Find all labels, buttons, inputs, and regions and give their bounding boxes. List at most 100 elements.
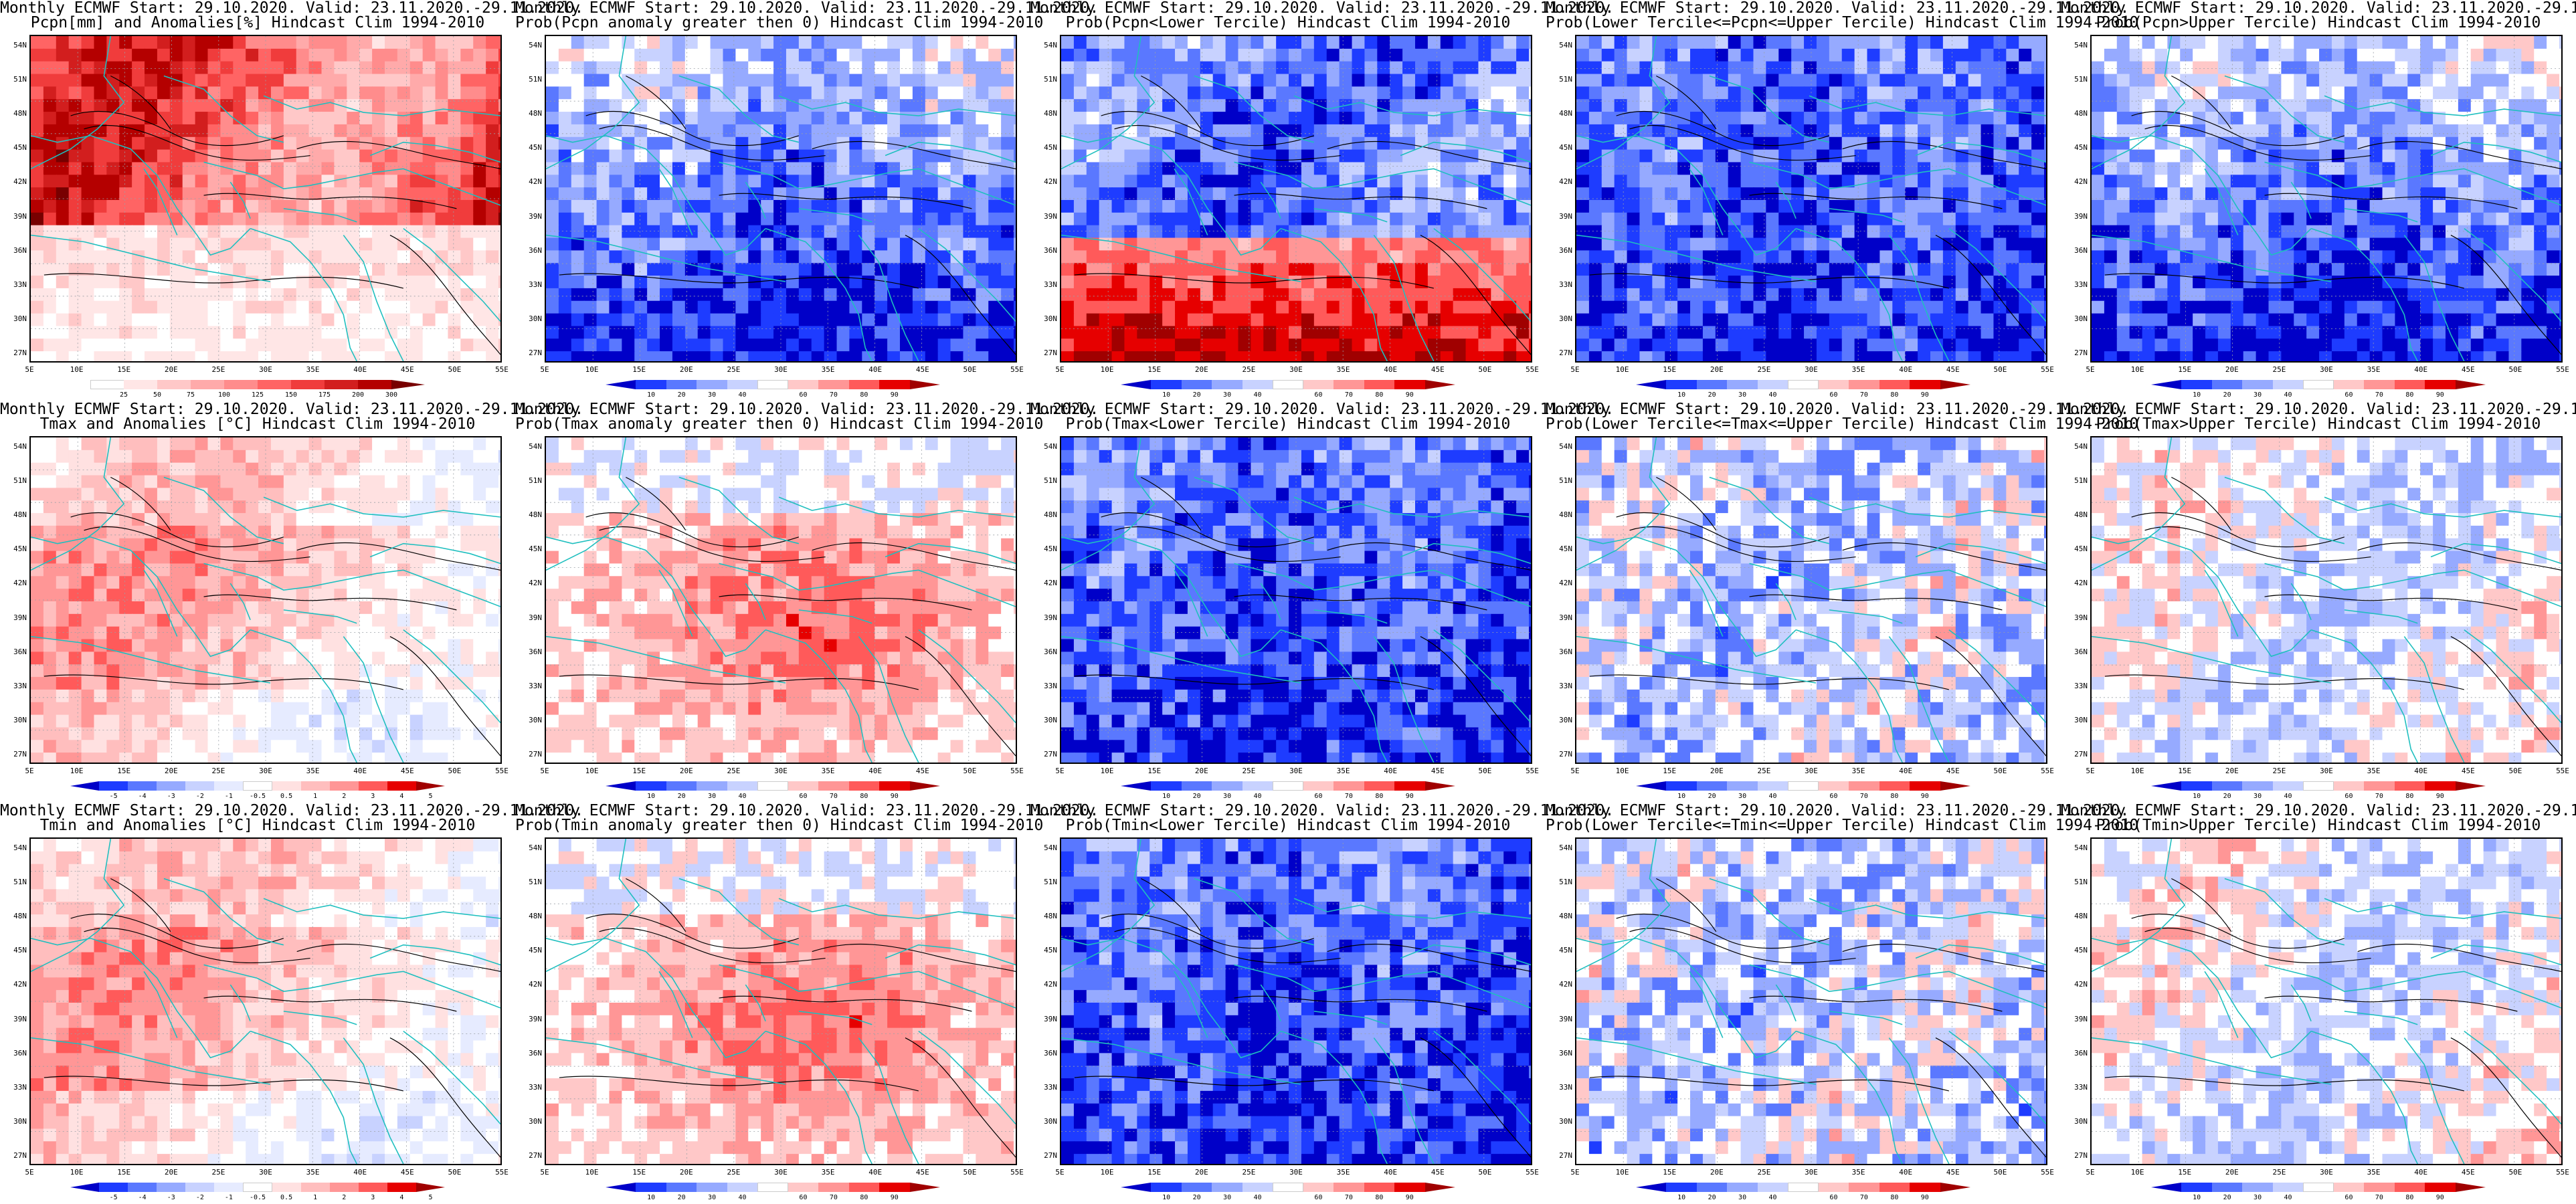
colorbar-swatch	[757, 1183, 789, 1192]
colorbar-swatch	[1910, 380, 1941, 389]
colorbar-swatch	[1849, 781, 1880, 791]
colorbar-tick-label: 80	[1890, 793, 1899, 800]
colorbar-swatch	[2455, 380, 2486, 389]
colorbar-tick-label: 30	[1223, 793, 1232, 800]
panel-title-line1: Monthly ECMWF Start: 29.10.2020. Valid: …	[1546, 401, 2130, 418]
latitude-label: 30N	[2074, 1116, 2088, 1126]
latitude-label: 42N	[529, 980, 542, 989]
colorbar-swatch	[124, 380, 158, 389]
map-panel-tmin-4: Monthly ECMWF Start: 29.10.2020. Valid: …	[1546, 803, 2138, 1204]
longitude-label: 15E	[1663, 1168, 1677, 1177]
longitude-label: 35E	[2367, 1168, 2381, 1177]
forecast-map	[2090, 436, 2563, 764]
colorbar-tick-label: 1	[313, 793, 318, 800]
colorbar-tick-label: 10	[647, 391, 656, 399]
longitude-label: 20E	[679, 1168, 693, 1177]
colorbar-swatch	[1394, 781, 1426, 791]
colorbar-tick-label: 60	[1314, 391, 1323, 399]
colorbar-swatch	[1879, 380, 1910, 389]
latitude-label: 54N	[2074, 442, 2088, 451]
latitude-label: 39N	[1044, 1014, 1057, 1023]
colorbar-swatch	[1940, 380, 1970, 389]
colorbar-swatch	[1151, 380, 1182, 389]
colorbar-tick-label: 90	[890, 793, 899, 800]
latitude-label: 45N	[1559, 946, 1572, 955]
colorbar-tick-label: 40	[1253, 1194, 1262, 1201]
colorbar-tick-label: 80	[1890, 1194, 1899, 1201]
latitude-label: 39N	[1559, 1014, 1572, 1023]
colorbar-swatch	[2181, 380, 2213, 389]
colorbar-tick-label: -3	[167, 1194, 175, 1201]
forecast-map	[545, 837, 1017, 1165]
contour-lines	[43, 476, 500, 757]
longitude-label: 25E	[211, 767, 225, 775]
colorbar-swatch	[2303, 781, 2334, 791]
colorbar-ticks: 10 20 30 40 60 70 80 90	[1121, 793, 1455, 801]
colorbar-swatch	[1364, 380, 1395, 389]
panel-title-line1: Monthly ECMWF Start: 29.10.2020. Valid: …	[1030, 802, 1615, 819]
panel-title-line1: Monthly ECMWF Start: 29.10.2020. Valid: …	[0, 401, 584, 418]
colorbar-tick-label: 90	[1920, 793, 1929, 800]
latitude-label: 36N	[2074, 245, 2088, 255]
colorbar-tick-label: 30	[1223, 1194, 1232, 1201]
colorbar-tick-label: 70	[1859, 1194, 1868, 1201]
colorbar-tick-label: 0.5	[280, 793, 293, 800]
latitude-label: 54N	[13, 41, 27, 49]
longitude-label: 15E	[1147, 365, 1162, 374]
colorbar-tick-label: 2	[342, 1194, 347, 1201]
latitude-label: 54N	[13, 442, 27, 451]
map-panel-tmin-1: Monthly ECMWF Start: 29.10.2020. Valid: …	[0, 803, 583, 1204]
longitude-label: 45E	[915, 767, 929, 775]
graticule	[546, 437, 1016, 763]
panel-title-line1: Monthly ECMWF Start: 29.10.2020. Valid: …	[515, 0, 1099, 17]
colorbar	[1636, 380, 1970, 389]
latitude-label: 54N	[529, 843, 542, 852]
latitude-label: 42N	[1559, 980, 1572, 989]
colorbar-swatch	[2455, 781, 2486, 791]
colorbar-swatch	[1879, 781, 1910, 791]
colorbar-swatch	[1303, 781, 1334, 791]
longitude-label: 40E	[2414, 767, 2428, 775]
forecast-map	[29, 35, 502, 363]
colorbar	[606, 1183, 940, 1192]
colorbar-tick-label: 20	[1192, 1194, 1201, 1201]
longitude-label: 10E	[70, 365, 84, 374]
panel-title-line1: Monthly ECMWF Start: 29.10.2020. Valid: …	[2061, 802, 2576, 819]
longitude-label: 15E	[2178, 365, 2192, 374]
colorbar-tick-label: 40	[1768, 391, 1777, 399]
longitude-label: 5E	[25, 767, 34, 775]
longitude-label: 55E	[1010, 1168, 1024, 1177]
longitude-label: 5E	[2086, 767, 2095, 775]
colorbar-ticks: 10 20 30 40 60 70 80 90	[606, 793, 940, 801]
longitude-label: 15E	[1663, 767, 1677, 775]
colorbar-tick-label: 60	[1829, 1194, 1838, 1201]
colorbar-swatch	[1424, 1183, 1455, 1192]
colorbar-tick-label: 70	[1344, 391, 1353, 399]
graticule	[1061, 36, 1531, 361]
longitude-label: 30E	[1805, 1168, 1818, 1177]
latitude-label: 51N	[1559, 878, 1572, 887]
longitude-label: 50E	[448, 767, 462, 775]
colorbar-swatch	[1333, 781, 1365, 791]
colorbar-tick-label: 50	[153, 391, 162, 399]
latitude-label: 36N	[529, 1048, 542, 1058]
latitude-label: 39N	[13, 211, 27, 221]
longitude-label: 40E	[1899, 1168, 1913, 1177]
colorbar-swatch	[1910, 1183, 1941, 1192]
colorbar-swatch	[2242, 380, 2274, 389]
longitude-label: 25E	[1242, 1168, 1256, 1177]
longitude-label: 10E	[70, 767, 84, 775]
contour-lines	[559, 75, 1016, 355]
colorbar-tick-label: 80	[860, 793, 868, 800]
latitude-label: 33N	[2074, 280, 2088, 289]
latitude-label: 30N	[13, 715, 27, 724]
colorbar-tick-label: 90	[890, 391, 899, 399]
colorbar-tick-label: 20	[1192, 793, 1201, 800]
latitude-label: 36N	[13, 245, 27, 255]
longitude-label: 30E	[1805, 767, 1818, 775]
latitude-label: 39N	[13, 613, 27, 622]
latitude-label: 27N	[529, 1151, 542, 1160]
longitude-label: 30E	[774, 767, 788, 775]
latitude-label: 30N	[1559, 715, 1572, 724]
